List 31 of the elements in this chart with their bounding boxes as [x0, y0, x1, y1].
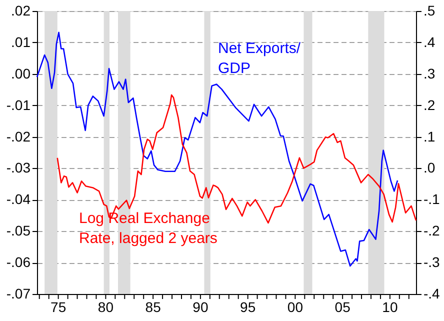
- y-tick-label: -.06: [6, 254, 31, 270]
- y-tick-label: -.07: [6, 286, 31, 302]
- y2-tick-label: -.1: [424, 191, 440, 208]
- y-tick-label: .00: [11, 65, 31, 82]
- y-tick-label: -.04: [6, 191, 31, 208]
- y-tick-label: .02: [11, 2, 31, 18]
- x-tick-label: 95: [240, 299, 256, 315]
- x-tick-label: 00: [287, 299, 304, 315]
- y-tick-label: -.02: [6, 128, 31, 144]
- y2-tick-label: .5: [424, 2, 436, 18]
- y2-tick-label: .1: [424, 128, 436, 144]
- x-tick-label: 90: [192, 299, 208, 315]
- x-tick-label: 05: [334, 299, 351, 315]
- y2-tick-label: .0: [424, 160, 436, 176]
- x-tick-label: 75: [50, 299, 66, 315]
- x-tick-label: 85: [145, 299, 162, 315]
- y2-tick-label: .2: [424, 96, 436, 113]
- y2-tick-label: .4: [424, 34, 436, 50]
- line-series: [36, 32, 398, 267]
- series-label: Log Real Exchange Rate, lagged 2 years: [79, 210, 218, 247]
- y-tick-label: -.05: [6, 222, 31, 239]
- y-tick-label: .01: [11, 34, 31, 50]
- series-label: Net Exports/ GDP: [218, 40, 302, 77]
- y-tick-label: -.03: [6, 160, 31, 176]
- y2-tick-label: .3: [424, 65, 436, 82]
- y2-tick-label: -.4: [424, 286, 440, 302]
- y-tick-label: -.01: [6, 96, 31, 113]
- x-tick-label: 80: [98, 299, 114, 315]
- y2-tick-label: -.2: [424, 222, 440, 239]
- x-tick-label: 10: [382, 299, 398, 315]
- y2-tick-label: -.3: [424, 254, 440, 270]
